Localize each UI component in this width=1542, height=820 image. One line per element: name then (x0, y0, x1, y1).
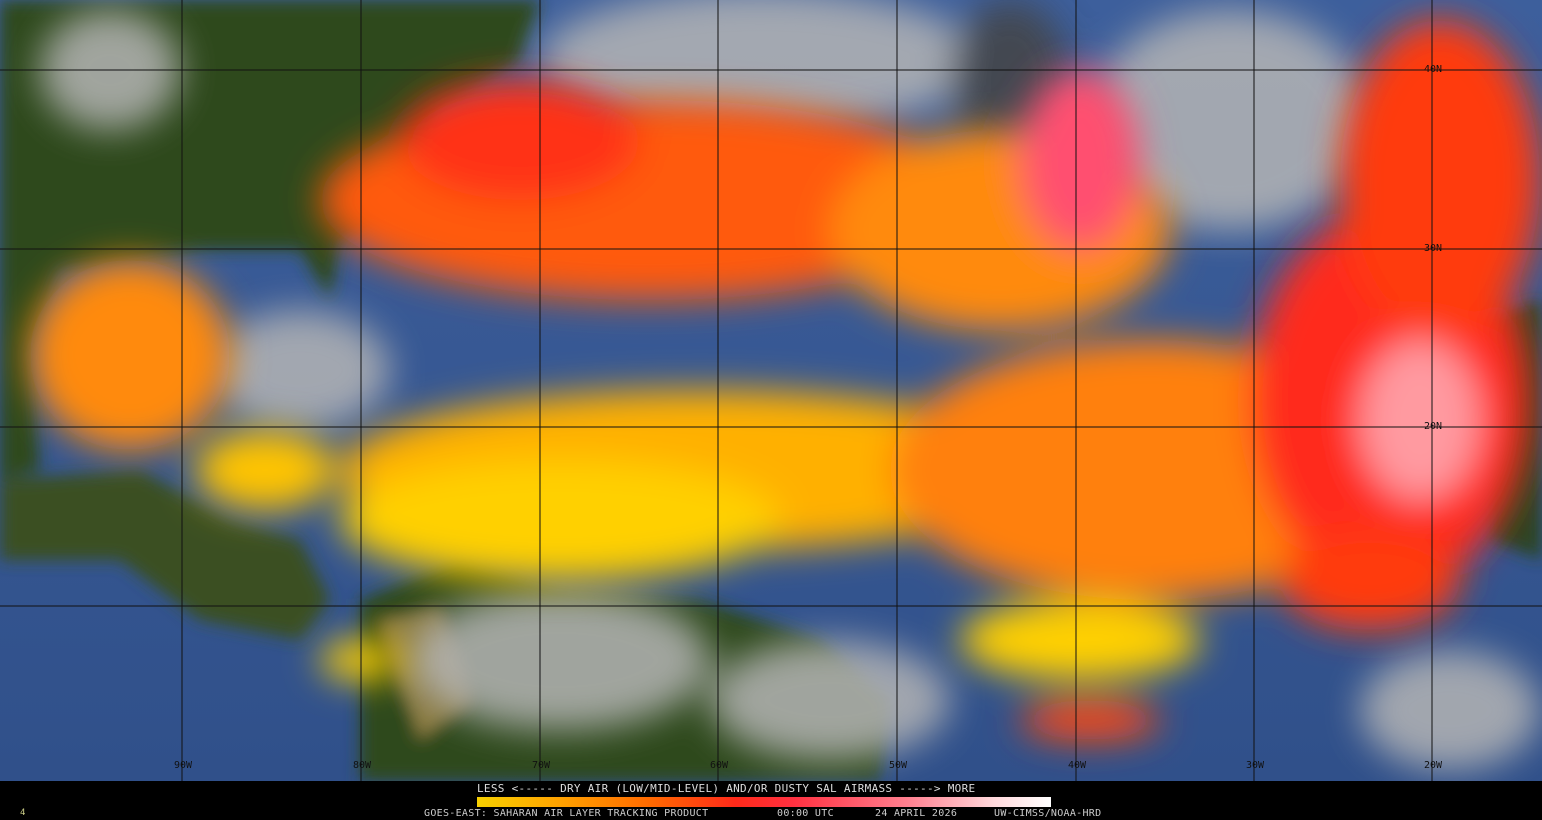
lon-label: 30W (1246, 760, 1265, 771)
date-label: 24 APRIL 2026 (875, 808, 958, 819)
legend-color-bar (477, 797, 1051, 807)
frame-number: 4 (20, 808, 26, 818)
lon-label: 80W (353, 760, 372, 771)
time-label: 00:00 UTC (777, 808, 834, 819)
lat-lon-grid (0, 0, 1542, 781)
product-name: GOES-EAST: SAHARAN AIR LAYER TRACKING PR… (424, 808, 709, 819)
credit-label: UW-CIMSS/NOAA-HRD (994, 808, 1102, 819)
lon-label: 50W (889, 760, 908, 771)
legend-title: LESS <----- DRY AIR (LOW/MID-LEVEL) AND/… (477, 782, 976, 795)
lon-label: 20W (1424, 760, 1443, 771)
lat-label: 40N (1424, 64, 1443, 75)
lat-label: 20N (1424, 421, 1443, 432)
sal-satellite-map (0, 0, 1542, 781)
lon-label: 40W (1068, 760, 1087, 771)
dry-air-layer (30, 20, 1540, 740)
lon-label: 70W (532, 760, 551, 771)
lat-label: 30N (1424, 243, 1443, 254)
lon-label: 60W (710, 760, 729, 771)
lon-label: 90W (174, 760, 193, 771)
cloud-cover (40, 0, 1540, 770)
